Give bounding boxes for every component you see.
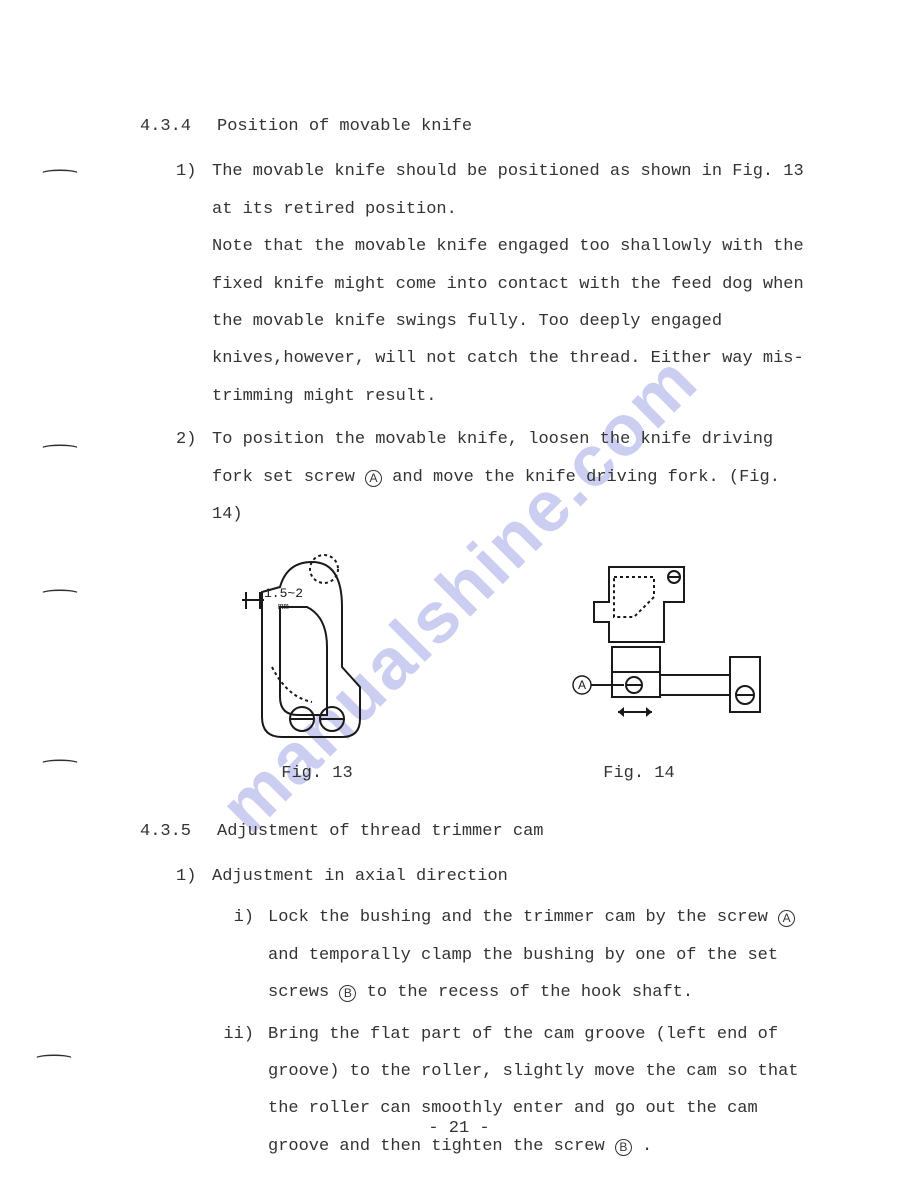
circled-a-icon: A bbox=[365, 470, 382, 487]
section-title: Adjustment of thread trimmer cam bbox=[217, 813, 543, 850]
sub-body: Bring the flat part of the cam groove (l… bbox=[268, 1016, 820, 1166]
circled-b-icon: B bbox=[615, 1139, 632, 1156]
figure-13-svg: 1.5~2 mm bbox=[232, 547, 402, 747]
item-body: Adjustment in axial direction bbox=[212, 858, 820, 895]
figure-caption: Fig. 13 bbox=[232, 755, 402, 792]
figure-13: 1.5~2 mm Fig. 13 bbox=[232, 547, 402, 792]
page: manualshine.com ⌢ ⌢ ⌢ ⌢ ⌢ 4.3.4 Position… bbox=[0, 0, 918, 1188]
punch-mark: ⌢ bbox=[39, 158, 80, 180]
item-number: 2) bbox=[176, 421, 212, 533]
punch-mark: ⌢ bbox=[39, 433, 80, 455]
section-number: 4.3.4 bbox=[140, 108, 191, 145]
text-run: . bbox=[632, 1137, 652, 1156]
item-body: To position the movable knife, loosen th… bbox=[212, 421, 820, 533]
circled-a-icon: A bbox=[778, 910, 795, 927]
page-number: - 21 - bbox=[0, 1119, 918, 1138]
section-heading: 4.3.5 Adjustment of thread trimmer cam bbox=[140, 813, 820, 850]
dimension-label: 1.5~2 bbox=[264, 586, 303, 601]
sub-number: i) bbox=[204, 899, 268, 1011]
svg-text:A: A bbox=[578, 678, 586, 692]
figure-14: A Fig. 14 bbox=[514, 547, 764, 792]
callout-a: A bbox=[573, 676, 591, 694]
text-run: Lock the bushing and the trimmer cam by … bbox=[268, 908, 778, 927]
section-title: Position of movable knife bbox=[217, 108, 472, 145]
item-number: 1) bbox=[176, 858, 212, 895]
item-number: 1) bbox=[176, 153, 212, 415]
list-item: 1) Adjustment in axial direction bbox=[176, 858, 820, 895]
list-item: 2) To position the movable knife, loosen… bbox=[176, 421, 820, 533]
punch-mark: ⌢ bbox=[33, 1043, 74, 1065]
figure-row: 1.5~2 mm Fig. 13 bbox=[176, 547, 820, 792]
page-content: 4.3.4 Position of movable knife 1) The m… bbox=[140, 108, 820, 1165]
figure-14-svg: A bbox=[514, 547, 764, 747]
dimension-unit: mm bbox=[278, 602, 289, 612]
sub-number: ii) bbox=[204, 1016, 268, 1166]
section-heading: 4.3.4 Position of movable knife bbox=[140, 108, 820, 145]
sub-item: ii) Bring the flat part of the cam groov… bbox=[204, 1016, 820, 1166]
sub-body: Lock the bushing and the trimmer cam by … bbox=[268, 899, 820, 1011]
sub-item: i) Lock the bushing and the trimmer cam … bbox=[204, 899, 820, 1011]
punch-mark: ⌢ bbox=[39, 578, 80, 600]
text-run: to the recess of the hook shaft. bbox=[356, 983, 693, 1002]
list-item: 1) The movable knife should be positione… bbox=[176, 153, 820, 415]
circled-b-icon: B bbox=[339, 985, 356, 1002]
section-number: 4.3.5 bbox=[140, 813, 191, 850]
punch-mark: ⌢ bbox=[39, 748, 80, 770]
item-body: The movable knife should be positioned a… bbox=[212, 153, 820, 415]
figure-caption: Fig. 14 bbox=[514, 755, 764, 792]
